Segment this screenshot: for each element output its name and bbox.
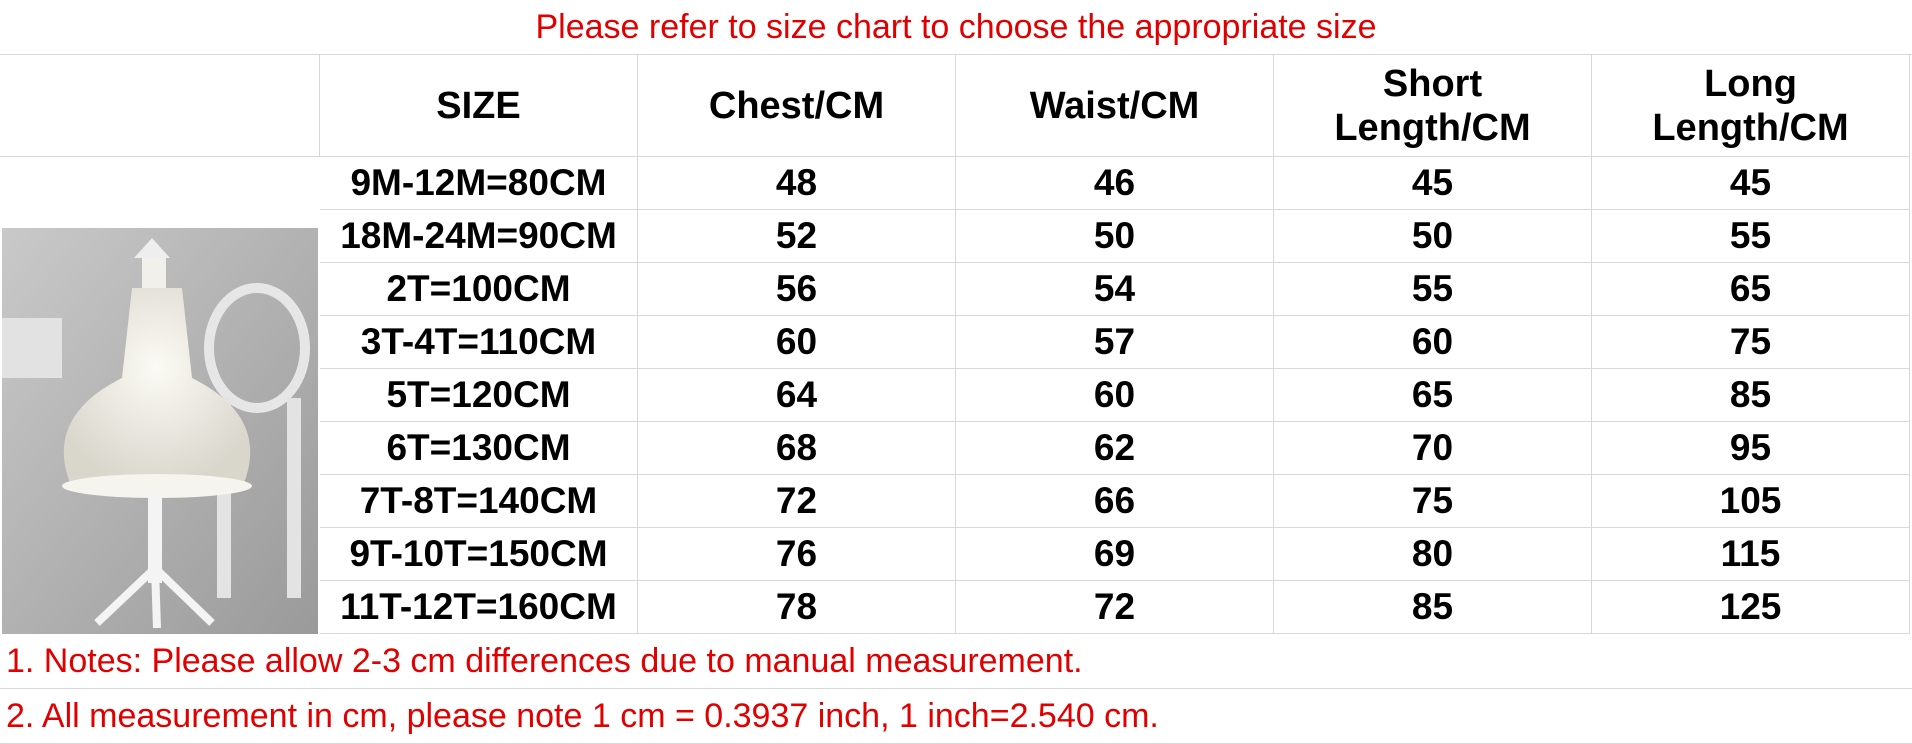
size-cell: 5T=120CM: [320, 369, 638, 422]
measure-cell: 45: [1592, 157, 1910, 210]
measure-cell: 50: [1274, 210, 1592, 263]
measure-cell: 76: [638, 528, 956, 581]
measure-cell: 72: [956, 581, 1274, 634]
measure-cell: 65: [1592, 263, 1910, 316]
size-cell: 7T-8T=140CM: [320, 475, 638, 528]
measure-cell: 64: [638, 369, 956, 422]
size-cell: 9T-10T=150CM: [320, 528, 638, 581]
measure-cell: 85: [1592, 369, 1910, 422]
measure-cell: 75: [1592, 316, 1910, 369]
size-cell: 2T=100CM: [320, 263, 638, 316]
measure-cell: 55: [1274, 263, 1592, 316]
note: 1. Notes: Please allow 2-3 cm difference…: [0, 634, 1912, 689]
column-header: Long Length/CM: [1592, 55, 1910, 157]
measure-cell: 55: [1592, 210, 1910, 263]
size-cell: 3T-4T=110CM: [320, 316, 638, 369]
column-header-text: Chest/CM: [708, 84, 885, 127]
measure-cell: 46: [956, 157, 1274, 210]
measure-cell: 115: [1592, 528, 1910, 581]
measure-cell: 105: [1592, 475, 1910, 528]
measure-cell: 75: [1274, 475, 1592, 528]
measure-cell: 66: [956, 475, 1274, 528]
measure-cell: 60: [956, 369, 1274, 422]
measure-cell: 80: [1274, 528, 1592, 581]
note: 2. All measurement in cm, please note 1 …: [0, 689, 1912, 744]
measure-cell: 52: [638, 210, 956, 263]
measure-cell: 56: [638, 263, 956, 316]
measure-cell: 57: [956, 316, 1274, 369]
measure-cell: 85: [1274, 581, 1592, 634]
product-photo: [2, 228, 318, 634]
column-header-text: Long Length/CM: [1652, 62, 1849, 149]
column-header-text: SIZE: [436, 84, 521, 127]
column-header-text: Waist/CM: [1029, 84, 1200, 127]
measure-cell: 54: [956, 263, 1274, 316]
title: Please refer to size chart to choose the…: [0, 0, 1912, 55]
measure-cell: 69: [956, 528, 1274, 581]
measure-cell: 62: [956, 422, 1274, 475]
measure-cell: 60: [1274, 316, 1592, 369]
measure-cell: 95: [1592, 422, 1910, 475]
column-header: Short Length/CM: [1274, 55, 1592, 157]
column-header: SIZE: [320, 55, 638, 157]
size-cell: 6T=130CM: [320, 422, 638, 475]
column-header: Waist/CM: [956, 55, 1274, 157]
size-cell: 9M-12M=80CM: [320, 157, 638, 210]
measure-cell: 60: [638, 316, 956, 369]
size-cell: 18M-24M=90CM: [320, 210, 638, 263]
column-header: Chest/CM: [638, 55, 956, 157]
measure-cell: 72: [638, 475, 956, 528]
measure-cell: 70: [1274, 422, 1592, 475]
measure-cell: 125: [1592, 581, 1910, 634]
empty-cell: [0, 55, 320, 157]
column-header-text: Short Length/CM: [1334, 62, 1531, 149]
measure-cell: 68: [638, 422, 956, 475]
measure-cell: 50: [956, 210, 1274, 263]
measure-cell: 48: [638, 157, 956, 210]
measure-cell: 78: [638, 581, 956, 634]
measure-cell: 45: [1274, 157, 1592, 210]
size-cell: 11T-12T=160CM: [320, 581, 638, 634]
measure-cell: 65: [1274, 369, 1592, 422]
